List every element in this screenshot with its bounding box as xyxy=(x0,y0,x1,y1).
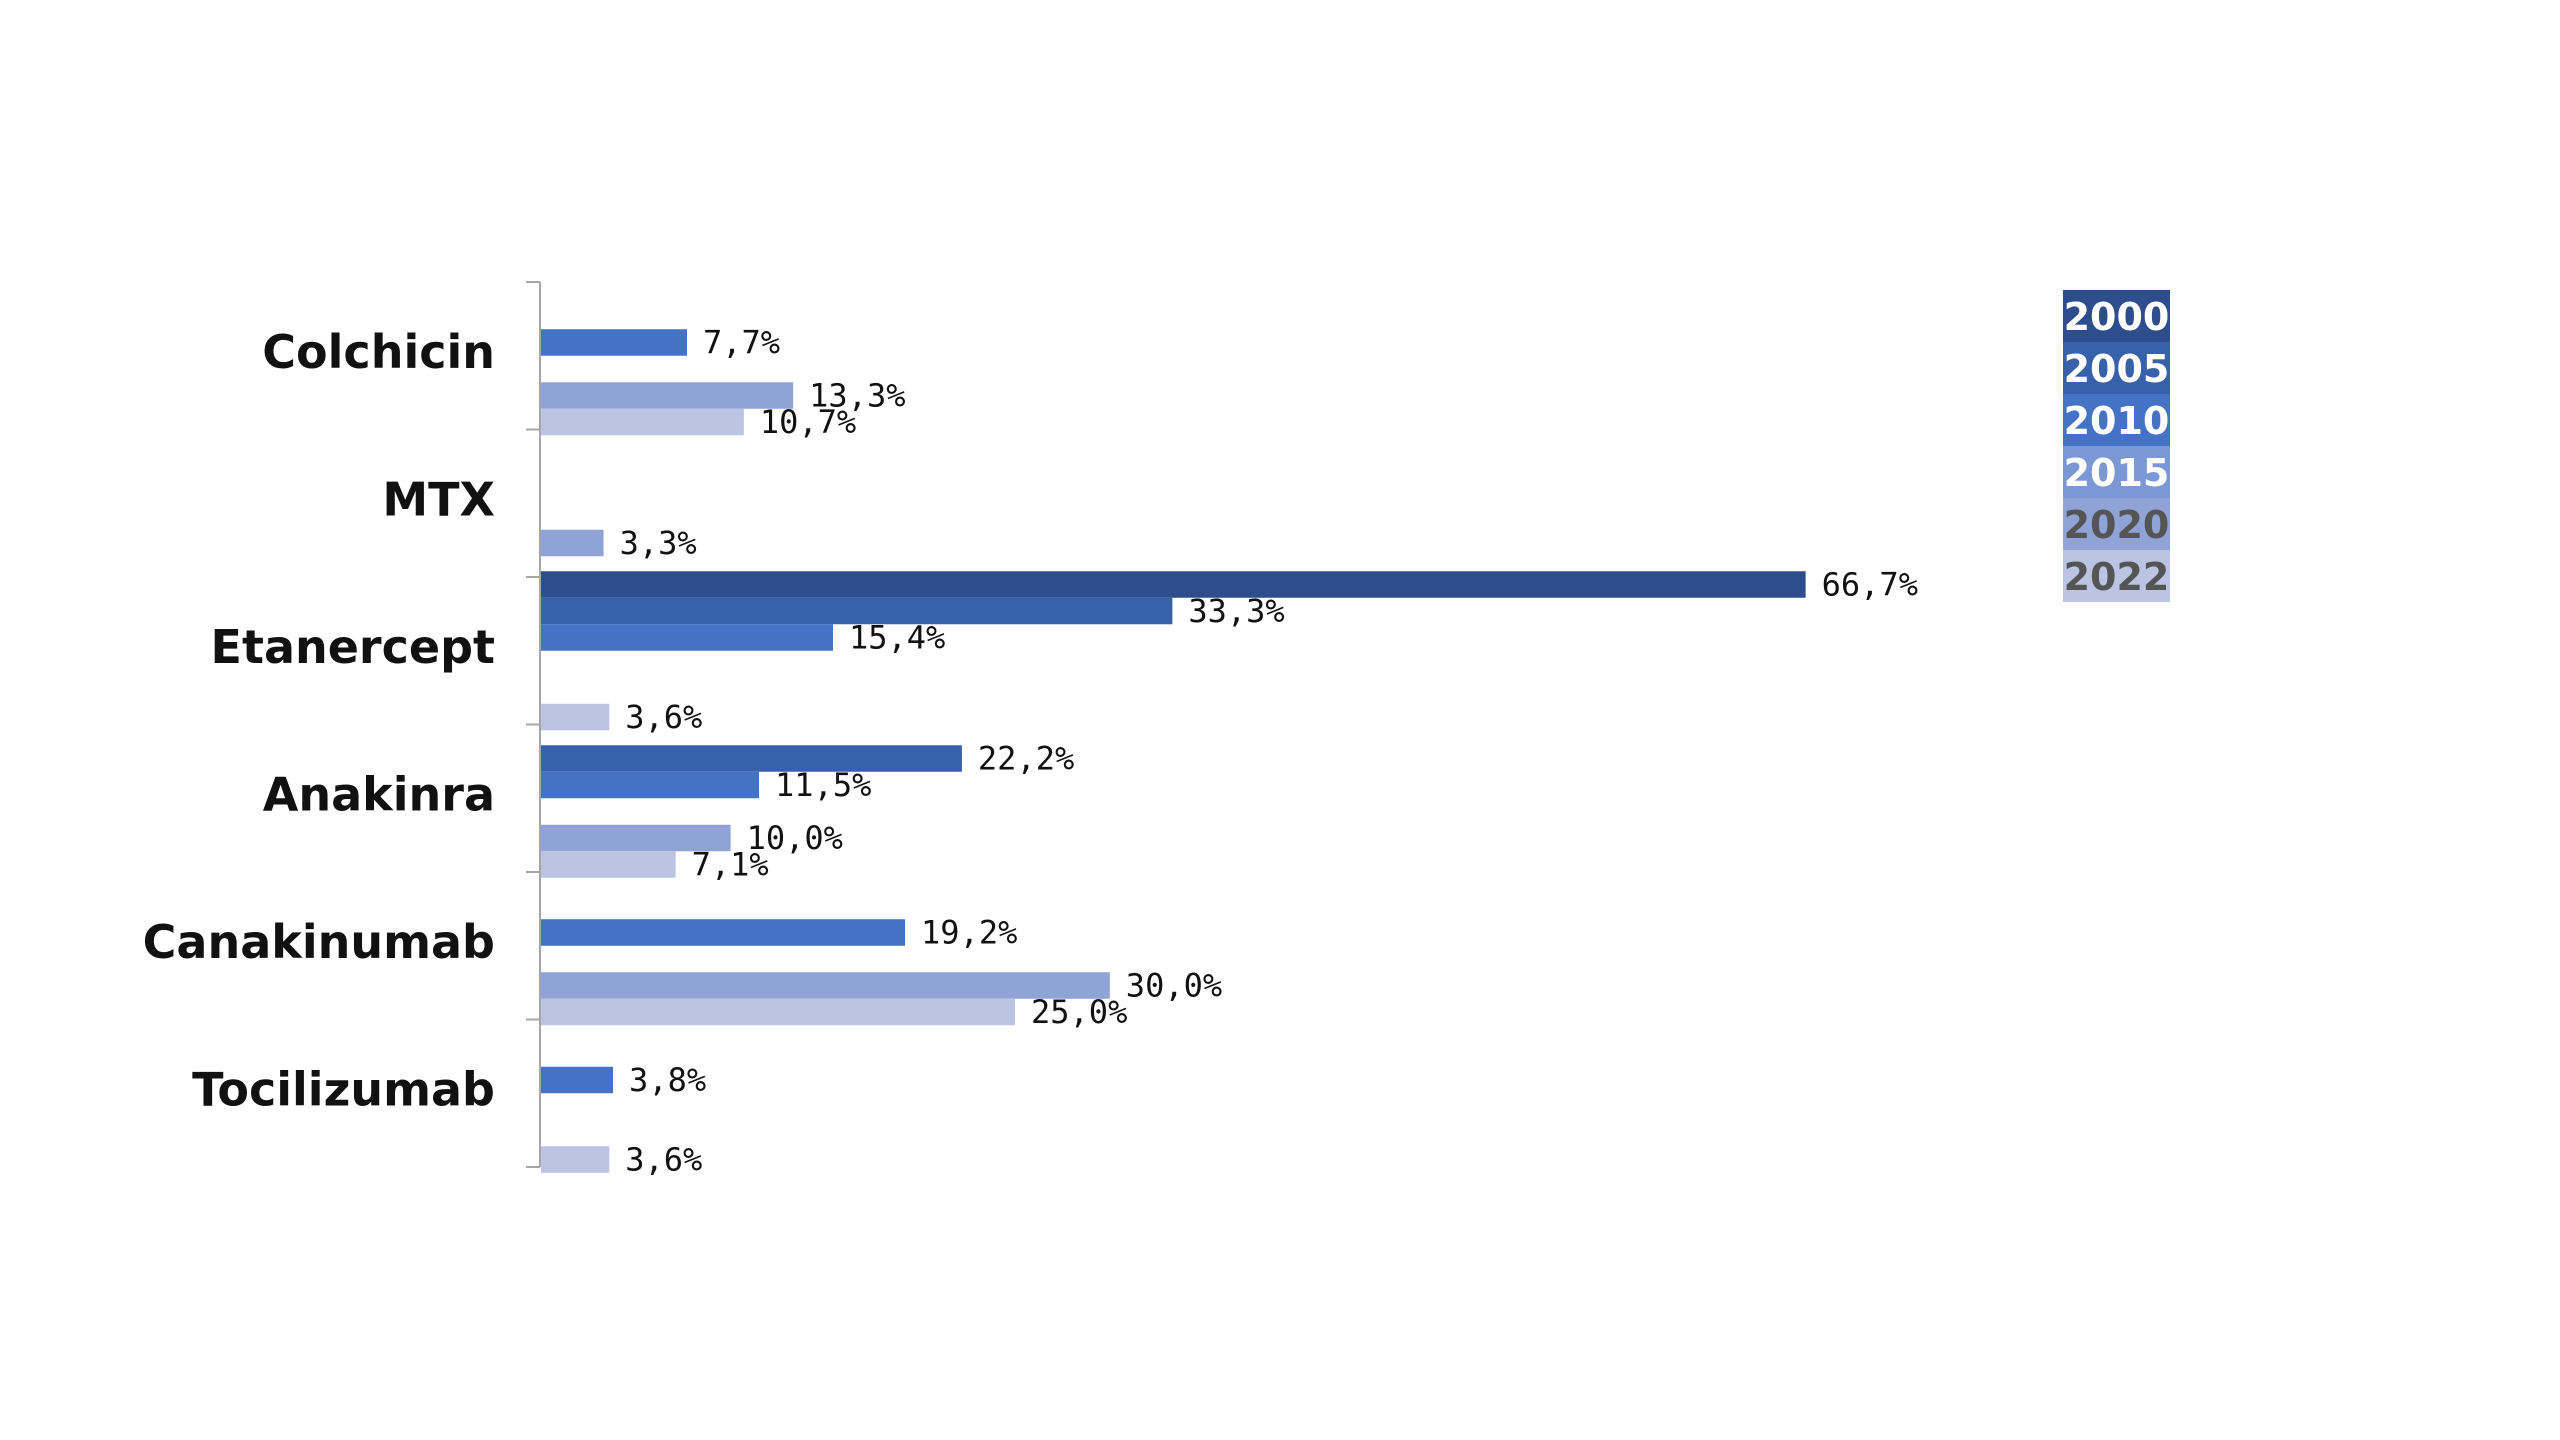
category-label: Canakinumab xyxy=(143,915,495,969)
category-label: Colchicin xyxy=(262,325,495,379)
data-label: 10,0% xyxy=(747,819,843,857)
bar xyxy=(541,1146,610,1173)
legend-swatch xyxy=(2063,446,2170,498)
category-label: Anakinra xyxy=(263,767,495,821)
bar xyxy=(541,998,1015,1026)
data-label: 3,3% xyxy=(620,524,697,562)
data-label: 7,1% xyxy=(692,846,769,884)
legend-swatch xyxy=(2063,498,2170,550)
category-label: Tocilizumab xyxy=(192,1062,495,1116)
legend-entry: 2022 xyxy=(2064,555,2170,599)
data-label: 66,7% xyxy=(1822,566,1918,604)
legend-entry: 2010 xyxy=(2064,399,2170,443)
chart-bars xyxy=(541,329,1806,1173)
data-label: 3,6% xyxy=(625,698,702,736)
legend-entry: 2015 xyxy=(2064,451,2170,495)
data-label: 33,3% xyxy=(1188,592,1284,630)
bar xyxy=(541,597,1173,625)
bar xyxy=(541,382,794,409)
bar xyxy=(541,408,744,436)
bar xyxy=(541,745,962,772)
chart-axis xyxy=(526,281,541,1168)
bar xyxy=(541,1066,614,1094)
data-label: 30,0% xyxy=(1126,967,1222,1005)
data-label: 11,5% xyxy=(775,766,871,804)
legend: 2000 2005 2010 2015 2020 2022 xyxy=(2063,290,2170,602)
bar xyxy=(541,703,610,731)
bar xyxy=(541,571,1806,598)
data-label: 13,3% xyxy=(809,377,905,415)
bar xyxy=(541,624,833,651)
legend-entry: 2005 xyxy=(2064,347,2170,391)
legend-swatch xyxy=(2063,342,2170,394)
legend-swatch xyxy=(2063,394,2170,446)
legend-entry: 2000 xyxy=(2064,295,2170,339)
category-label: Etanercept xyxy=(211,620,495,674)
legend-entry: 2020 xyxy=(2064,503,2170,547)
data-labels: 7,7% 13,3%10,7% 3,3% 66,7% 33,3% 15,4% 3,6% 22,… xyxy=(620,324,1918,1179)
data-label: 15,4% xyxy=(849,619,945,657)
bar xyxy=(541,529,604,557)
data-label: 3,8% xyxy=(629,1061,706,1099)
data-label: 22,2% xyxy=(978,740,1074,778)
data-label: 19,2% xyxy=(921,914,1017,952)
bar xyxy=(541,771,760,799)
bar xyxy=(541,851,676,878)
data-label: 25,0% xyxy=(1031,993,1127,1031)
category-label: MTX xyxy=(382,472,495,526)
bar xyxy=(541,824,731,852)
bar xyxy=(541,919,906,946)
legend-swatch xyxy=(2063,550,2170,602)
category-labels: Colchicin MTX Etanercept Anakinra Canakinuma… xyxy=(143,325,495,1117)
data-label: 10,7% xyxy=(760,403,856,441)
bar xyxy=(541,972,1110,999)
bar xyxy=(541,329,687,356)
legend-swatch xyxy=(2063,290,2170,342)
data-label: 7,7% xyxy=(703,324,780,362)
data-label: 3,6% xyxy=(625,1141,702,1179)
